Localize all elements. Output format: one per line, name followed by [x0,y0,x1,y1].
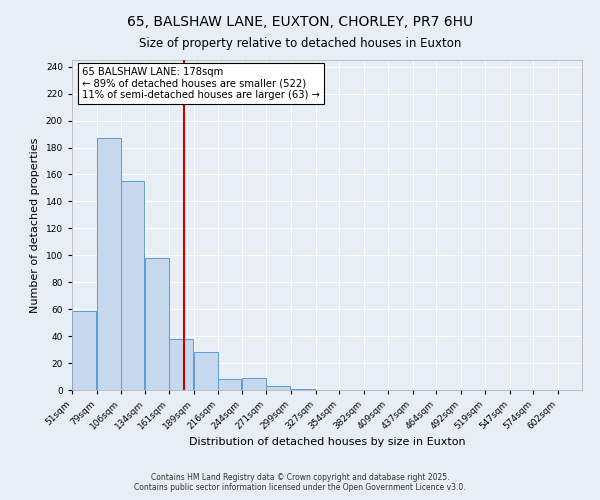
Bar [291,388,314,390]
Bar [145,258,169,390]
Bar [72,310,96,390]
X-axis label: Distribution of detached houses by size in Euxton: Distribution of detached houses by size … [188,436,466,446]
Bar [266,386,290,390]
Bar [194,352,218,390]
Text: Contains HM Land Registry data © Crown copyright and database right 2025.
Contai: Contains HM Land Registry data © Crown c… [134,473,466,492]
Bar [169,339,193,390]
Y-axis label: Number of detached properties: Number of detached properties [30,138,40,312]
Bar [121,181,145,390]
Text: Size of property relative to detached houses in Euxton: Size of property relative to detached ho… [139,38,461,51]
Bar [97,138,121,390]
Bar [218,379,241,390]
Text: 65, BALSHAW LANE, EUXTON, CHORLEY, PR7 6HU: 65, BALSHAW LANE, EUXTON, CHORLEY, PR7 6… [127,15,473,29]
Bar [242,378,266,390]
Text: 65 BALSHAW LANE: 178sqm
← 89% of detached houses are smaller (522)
11% of semi-d: 65 BALSHAW LANE: 178sqm ← 89% of detache… [82,66,320,100]
